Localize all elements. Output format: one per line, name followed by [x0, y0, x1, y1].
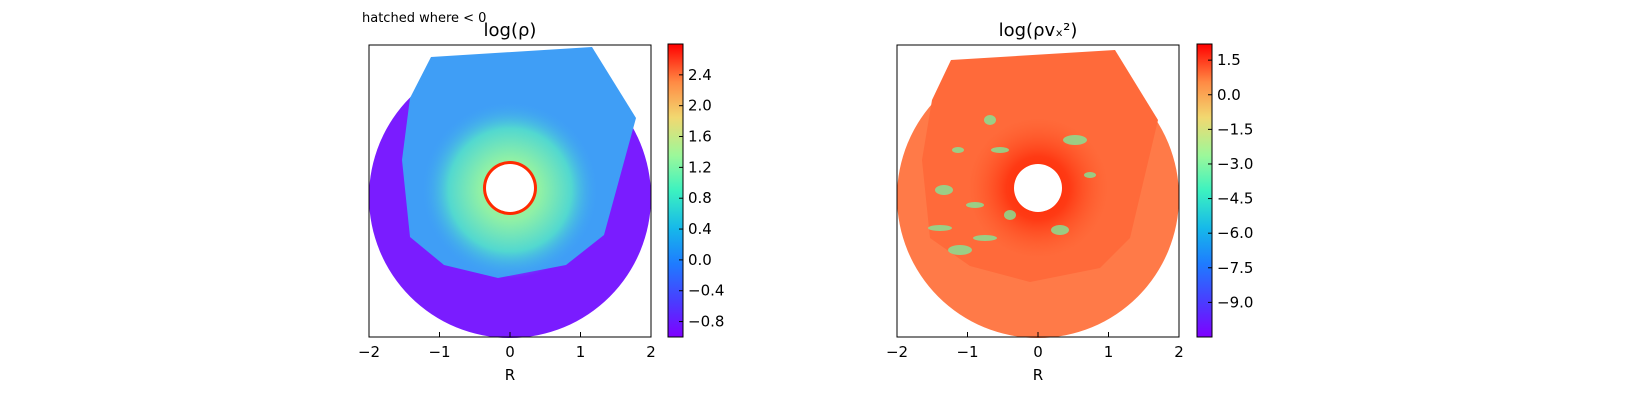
- filament-patch: [1063, 135, 1087, 145]
- x-tick-label: 0: [1033, 343, 1043, 361]
- plot-area: [896, 44, 1180, 338]
- x-tick-label: −1: [428, 343, 450, 361]
- x-tick-label: 1: [576, 343, 586, 361]
- colorbar-tick-label: −6.0: [1217, 224, 1253, 242]
- filament-patch: [1051, 225, 1069, 235]
- colorbar-tick-label: 0.0: [1217, 86, 1241, 104]
- colorbar-tick-label: 1.5: [1217, 51, 1241, 69]
- colorbar-tick-label: −0.4: [688, 282, 724, 300]
- colorbar-tick-label: 2.4: [688, 66, 712, 84]
- x-tick-label: −1: [956, 343, 978, 361]
- filament-patch: [1004, 210, 1016, 220]
- colorbar-tick-label: −4.5: [1217, 190, 1253, 208]
- inner-hole: [1014, 164, 1062, 212]
- colorbar-tick-label: −0.8: [688, 313, 724, 331]
- filament-patch: [966, 202, 984, 208]
- colorbar-tick-label: 2.0: [688, 97, 712, 115]
- x-axis: −2 −1 0 1 2: [886, 332, 1184, 361]
- filament-patch: [984, 115, 996, 125]
- colorbar: 2.4 2.0 1.6 1.2 0.8 0.4 0.0 −0.4 −0.8: [667, 43, 724, 338]
- colorbar-tick-label: 1.2: [688, 158, 712, 176]
- colorbar-ticks: 2.4 2.0 1.6 1.2 0.8 0.4 0.0 −0.4 −0.8: [679, 66, 724, 331]
- x-tick-label: 2: [646, 343, 656, 361]
- panel-log-density: log(ρ) −2 −1 0 1 2 R 2.4 2.0 1.6 1.2 0.8 0.4 0.0 −0…: [358, 20, 725, 384]
- x-axis: −2 −1 0 1 2: [358, 332, 656, 361]
- x-axis-label: R: [505, 366, 515, 384]
- filament-patch: [991, 147, 1009, 153]
- colorbar-gradient: [667, 43, 684, 338]
- colorbar: 1.5 0.0 −1.5 −3.0 −4.5 −6.0 −7.5 −9.0: [1196, 43, 1253, 338]
- panel-title: log(ρ): [484, 20, 537, 41]
- x-axis-label: R: [1033, 366, 1043, 384]
- colorbar-tick-label: 0.8: [688, 189, 712, 207]
- colorbar-tick-label: −1.5: [1217, 120, 1253, 138]
- x-tick-label: 2: [1174, 343, 1184, 361]
- filament-patch: [973, 235, 997, 241]
- colorbar-tick-label: 1.6: [688, 128, 712, 146]
- filament-patch: [1084, 172, 1096, 178]
- x-tick-label: −2: [358, 343, 380, 361]
- plot-area: [368, 44, 652, 338]
- colorbar-tick-label: −7.5: [1217, 259, 1253, 277]
- x-tick-label: 1: [1104, 343, 1114, 361]
- x-tick-label: −2: [886, 343, 908, 361]
- filaments: [928, 115, 1096, 255]
- inner-hole: [486, 164, 534, 212]
- panel-title: log(ρvₓ²): [999, 20, 1078, 41]
- colorbar-tick-label: 0.0: [688, 251, 712, 269]
- colorbar-gradient: [1196, 43, 1213, 338]
- filament-patch: [948, 245, 972, 255]
- colorbar-tick-label: 0.4: [688, 220, 712, 238]
- x-tick-label: 0: [505, 343, 515, 361]
- colorbar-tick-label: −3.0: [1217, 155, 1253, 173]
- panel-log-momentum-flux: log(ρvₓ²) −2 −1 0 1 2 R 1.5 0.0 −1.5 −3.0 −4.5 −6…: [886, 20, 1254, 384]
- colorbar-ticks: 1.5 0.0 −1.5 −3.0 −4.5 −6.0 −7.5 −9.0: [1208, 51, 1253, 311]
- figure-annotation: hatched where < 0: [362, 11, 486, 26]
- filament-patch: [952, 147, 964, 153]
- filament-patch: [928, 225, 952, 231]
- filament-patch: [935, 185, 953, 195]
- colorbar-tick-label: −9.0: [1217, 293, 1253, 311]
